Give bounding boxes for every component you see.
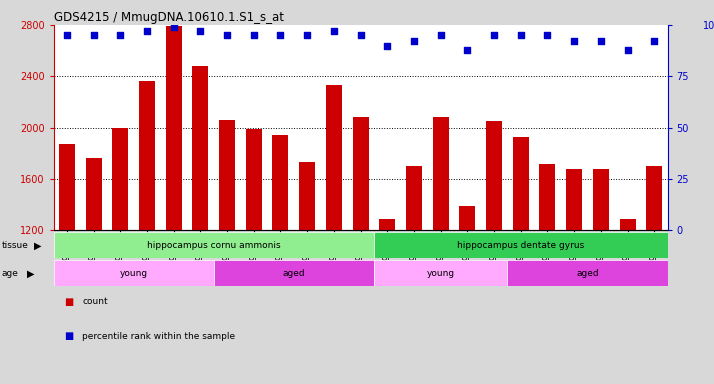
Text: aged: aged (283, 269, 305, 278)
Bar (374, 232, 668, 258)
Bar (213, 260, 374, 286)
Bar (646, 166, 663, 230)
Bar (353, 118, 368, 230)
Point (195, 28, 206, 34)
Bar (166, 26, 181, 230)
Point (568, 38, 580, 45)
Point (275, 32, 286, 38)
Point (301, 32, 313, 38)
Point (355, 32, 366, 38)
Point (221, 32, 233, 38)
Point (381, 43, 393, 49)
Bar (513, 137, 529, 230)
Bar (374, 260, 508, 286)
Bar (540, 164, 555, 230)
Text: young: young (426, 269, 455, 278)
Bar (508, 260, 668, 286)
Text: ▶: ▶ (27, 268, 35, 278)
Text: percentile rank within the sample: percentile rank within the sample (82, 332, 235, 341)
Bar (54, 232, 374, 258)
Point (168, 24, 179, 30)
Point (515, 32, 526, 38)
Bar (59, 144, 75, 230)
Bar (54, 260, 213, 286)
Bar (86, 159, 101, 230)
Point (622, 46, 633, 53)
Bar (192, 66, 208, 230)
Point (248, 32, 259, 38)
Bar (273, 136, 288, 230)
Bar (112, 127, 129, 230)
Point (435, 32, 446, 38)
Bar (139, 81, 155, 230)
Point (88, 32, 99, 38)
Text: tissue: tissue (1, 241, 29, 250)
Point (648, 38, 660, 45)
Bar (620, 219, 635, 230)
Point (595, 38, 607, 45)
Point (114, 32, 126, 38)
Bar (246, 129, 262, 230)
Bar (433, 118, 448, 230)
Point (542, 32, 553, 38)
Y-axis label: 100%: 100% (703, 21, 714, 31)
Text: young: young (119, 269, 148, 278)
Point (141, 28, 153, 34)
Point (462, 46, 473, 53)
Bar (406, 166, 422, 230)
Point (488, 32, 500, 38)
Bar (299, 162, 315, 230)
Bar (593, 169, 609, 230)
Bar (326, 85, 342, 230)
Bar (459, 206, 476, 230)
Point (408, 38, 420, 45)
Text: ■: ■ (64, 331, 74, 341)
Bar (566, 169, 582, 230)
Point (328, 28, 340, 34)
Text: count: count (82, 297, 108, 306)
Text: GDS4215 / MmugDNA.10610.1.S1_s_at: GDS4215 / MmugDNA.10610.1.S1_s_at (54, 11, 283, 24)
Point (61, 32, 73, 38)
Text: ▶: ▶ (34, 240, 42, 250)
Text: hippocampus cornu ammonis: hippocampus cornu ammonis (147, 241, 281, 250)
Text: hippocampus dentate gyrus: hippocampus dentate gyrus (457, 241, 584, 250)
Text: age: age (1, 269, 19, 278)
Bar (486, 121, 502, 230)
Bar (379, 219, 396, 230)
Bar (219, 120, 235, 230)
Text: ■: ■ (64, 297, 74, 307)
Text: aged: aged (576, 269, 599, 278)
